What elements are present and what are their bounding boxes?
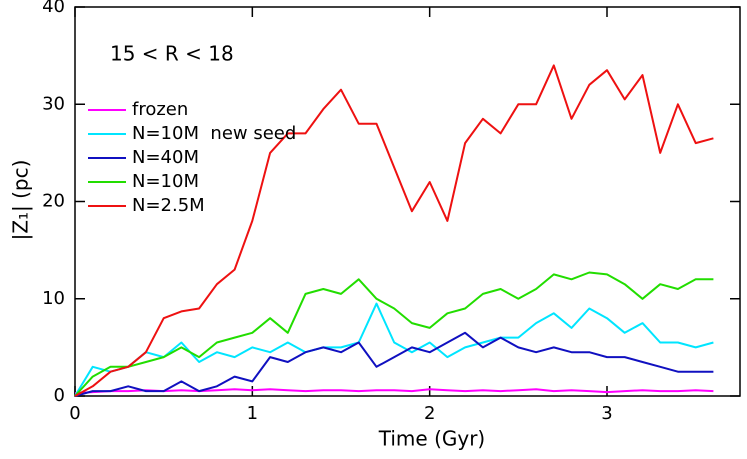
y-tick-label: 30 [42,93,65,114]
y-tick-label: 20 [42,191,65,212]
legend-label: N=10M new seed [132,123,296,144]
x-axis-label: Time (Gyr) [378,427,485,451]
x-tick-label: 1 [247,403,258,424]
x-tick-label: 2 [424,403,435,424]
legend-label: N=2.5M [132,195,205,216]
annotation: 15 < R < 18 [110,42,234,66]
x-tick-label: 0 [69,403,80,424]
y-tick-label: 10 [42,288,65,309]
y-axis-label: |Z₁| (pc) [9,160,33,241]
legend-label: N=10M [132,171,199,192]
y-tick-label: 40 [42,0,65,17]
x-tick-label: 3 [601,403,612,424]
y-tick-label: 0 [54,385,65,406]
legend-label: frozen [132,99,188,120]
legend-label: N=40M [132,147,199,168]
series-line [74,331,714,397]
series-line [74,302,714,397]
series-line [74,388,714,395]
series-line [74,271,714,397]
series-line [74,64,714,397]
